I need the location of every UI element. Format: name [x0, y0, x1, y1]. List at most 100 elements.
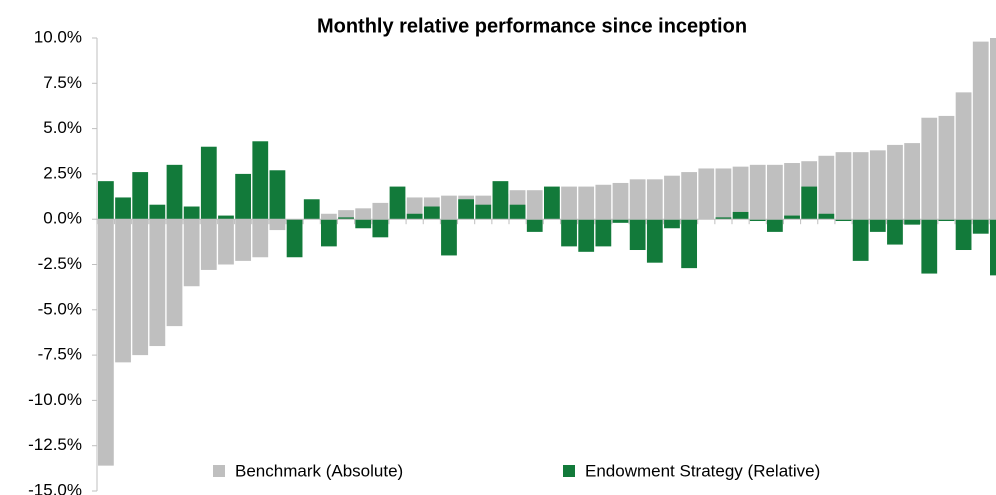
bar: [218, 219, 234, 265]
y-tick-label: -7.5%: [38, 345, 82, 364]
bar: [372, 219, 389, 238]
bar: [166, 219, 183, 327]
bar: [904, 219, 921, 225]
bar: [321, 219, 337, 247]
bar: [664, 175, 680, 220]
bar: [715, 217, 732, 220]
bar: [681, 172, 698, 220]
bar: [921, 219, 938, 274]
legend-swatch: [563, 465, 575, 477]
bar: [423, 206, 440, 220]
bar: [389, 186, 406, 220]
bar: [904, 143, 921, 220]
bar: [784, 215, 800, 220]
legend-label: Endowment Strategy (Relative): [585, 461, 820, 480]
bar: [852, 219, 869, 261]
y-tick-label: -12.5%: [28, 435, 82, 454]
legend-label: Benchmark (Absolute): [235, 461, 403, 480]
bar: [578, 186, 595, 220]
bar: [252, 219, 269, 258]
bar: [441, 195, 457, 220]
legend-swatch: [213, 465, 225, 477]
bar: [818, 155, 835, 220]
bar: [321, 213, 337, 220]
bar: [852, 152, 869, 220]
bar: [200, 146, 217, 220]
bar: [784, 163, 800, 220]
bar: [561, 219, 577, 247]
bar: [629, 219, 646, 251]
bar: [235, 219, 252, 261]
bar: [98, 219, 114, 466]
bar: [372, 202, 389, 220]
bar: [972, 41, 989, 220]
bar: [990, 38, 996, 220]
bar: [441, 219, 457, 256]
bar: [149, 219, 166, 347]
bar: [869, 150, 886, 220]
y-tick-label: -2.5%: [38, 254, 82, 273]
bar: [869, 219, 886, 232]
bar: [355, 219, 372, 229]
bar: [98, 181, 114, 220]
y-tick-label: 10.0%: [34, 27, 82, 46]
bar: [732, 211, 749, 220]
bar: [732, 166, 749, 220]
bar: [115, 197, 131, 220]
bar: [475, 204, 492, 220]
bar: [406, 197, 423, 220]
bar: [955, 92, 972, 220]
bar: [646, 219, 663, 263]
bar: [767, 219, 783, 232]
bar: [115, 219, 131, 363]
bar: [355, 208, 372, 220]
bar: [200, 219, 217, 270]
bar: [664, 219, 680, 229]
y-tick-label: -15.0%: [28, 480, 82, 495]
y-tick-label: 7.5%: [43, 73, 82, 92]
bar: [338, 217, 354, 220]
bar: [612, 219, 629, 223]
bar: [303, 199, 320, 220]
bar: [698, 168, 715, 220]
bar: [406, 213, 423, 220]
bar: [629, 179, 646, 220]
y-tick-label: 2.5%: [43, 163, 82, 182]
bar: [835, 219, 852, 222]
bar: [235, 173, 252, 220]
bar: [132, 219, 149, 356]
bar: [218, 215, 234, 220]
bar: [526, 219, 543, 232]
bar: [269, 219, 286, 231]
bar: [183, 219, 200, 287]
bar: [595, 184, 612, 220]
bar: [458, 199, 475, 220]
bar: [183, 206, 200, 220]
bar: [492, 181, 509, 220]
bar: [955, 219, 972, 251]
bar: [921, 117, 938, 220]
bar: [749, 219, 766, 222]
bar: [835, 152, 852, 220]
bar: [612, 182, 629, 220]
bar: [715, 168, 732, 220]
y-tick-label: -5.0%: [38, 299, 82, 318]
bar: [526, 190, 543, 220]
bar: [166, 164, 183, 220]
bar: [887, 219, 903, 245]
bar: [595, 219, 612, 247]
bar: [338, 210, 354, 220]
bar: [509, 204, 526, 220]
bar: [252, 141, 269, 220]
y-tick-label: 0.0%: [43, 209, 82, 228]
bar: [286, 219, 303, 258]
bar: [938, 219, 955, 222]
bar: [149, 204, 166, 220]
bar: [972, 219, 989, 234]
bar: [749, 164, 766, 220]
bar: [681, 219, 698, 269]
bar: [990, 219, 996, 276]
bar: [132, 172, 149, 220]
bar: [561, 186, 577, 220]
